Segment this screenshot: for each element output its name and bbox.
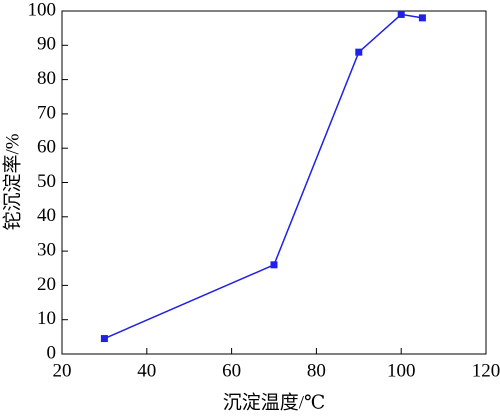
marker: [270, 261, 278, 269]
x-tick-label: 60: [222, 360, 241, 381]
marker: [100, 335, 108, 343]
x-tick-label: 100: [387, 360, 416, 381]
y-tick-label: 40: [37, 205, 56, 226]
marker: [355, 48, 363, 56]
y-axis-label: 铊沉淀率/%: [1, 133, 23, 230]
x-tick-label: 20: [53, 360, 72, 381]
y-tick-label: 60: [37, 137, 56, 158]
y-tick-label: 30: [37, 239, 56, 260]
y-tick-label: 80: [37, 68, 56, 89]
x-axis-label: 沉淀温度/℃: [223, 391, 326, 413]
line: [104, 13, 423, 340]
marker: [397, 10, 405, 18]
y-tick-label: 10: [37, 308, 56, 329]
y-tick-label: 50: [37, 171, 56, 192]
plot-frame: [61, 10, 487, 355]
x-tick-label: 120: [472, 360, 500, 381]
x-tick-label: 80: [307, 360, 326, 381]
y-tick-label: 20: [37, 274, 56, 295]
x-tick-label: 40: [137, 360, 156, 381]
y-tick-label: 70: [37, 102, 56, 123]
marker: [418, 14, 426, 22]
y-tick-label: 0: [47, 342, 57, 363]
y-tick-label: 90: [37, 34, 56, 55]
y-tick-label: 100: [28, 0, 57, 20]
